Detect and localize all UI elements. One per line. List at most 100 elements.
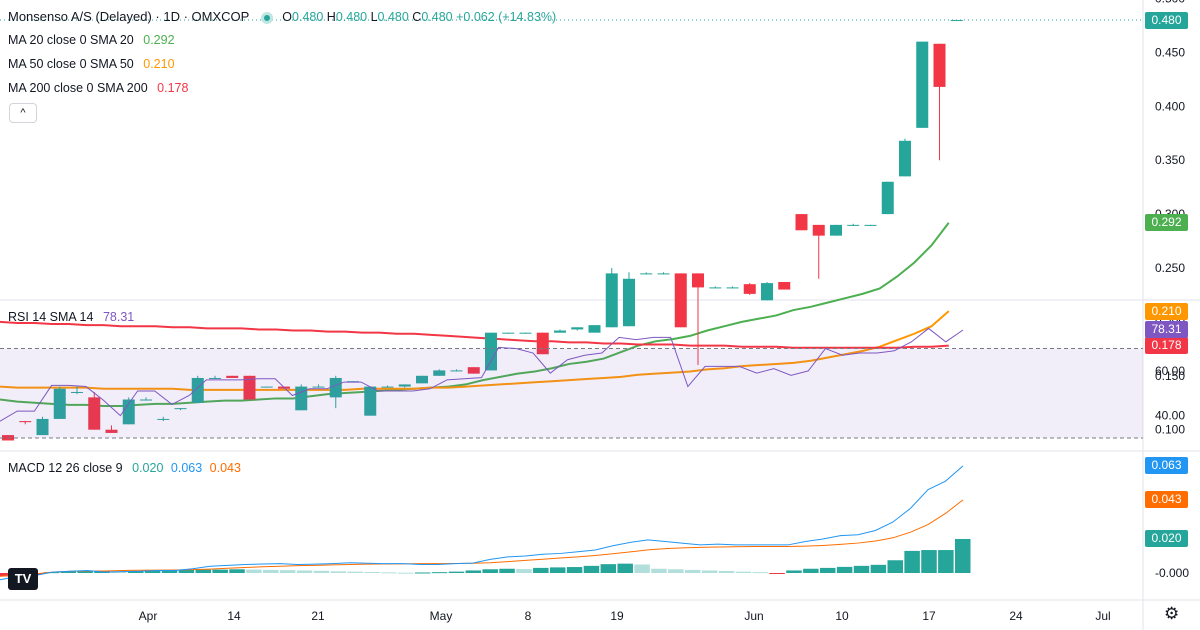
- candle-body: [381, 386, 394, 388]
- price-tick-label: 0.450: [1155, 45, 1185, 59]
- macd-histogram-bar: [870, 564, 887, 573]
- macd-histogram-bar: [904, 550, 920, 573]
- macd-histogram-bar: [347, 571, 363, 573]
- candle-body: [122, 399, 135, 425]
- candle-body: [53, 388, 66, 419]
- gear-icon[interactable]: ⚙: [1164, 604, 1180, 623]
- collapse-legend-button[interactable]: ^: [9, 103, 37, 123]
- time-tick-label: 17: [922, 609, 936, 623]
- macd-legend[interactable]: MACD 12 26 close 9 0.020 0.063 0.043: [8, 461, 241, 475]
- symbol-title[interactable]: Monsenso A/S (Delayed) · 1D · OMXCOP: [8, 9, 250, 24]
- macd-histogram-bar: [819, 567, 836, 573]
- candle-body: [933, 43, 946, 87]
- macd-line: [0, 465, 964, 581]
- candle-body: [191, 377, 204, 403]
- ma-line-ma200: [0, 320, 949, 349]
- macd-histogram-bar: [246, 569, 262, 573]
- ohlc-close-value: 0.480: [421, 10, 453, 24]
- candle-body: [899, 140, 911, 177]
- rsi-legend[interactable]: RSI 14 SMA 14 78.31: [8, 310, 134, 324]
- candle: [692, 273, 704, 366]
- macd-signal-value: 0.043: [209, 461, 241, 475]
- candle-body: [71, 391, 83, 393]
- ohlc-close-label: C: [412, 10, 422, 24]
- tradingview-logo[interactable]: TV: [8, 568, 38, 590]
- candle: [916, 41, 929, 128]
- signal-value-tag: 0.043: [1145, 491, 1188, 509]
- candle: [295, 384, 308, 411]
- candle-body: [398, 384, 411, 387]
- candle-body: [467, 367, 480, 374]
- candle-body: [519, 332, 532, 334]
- candle-body: [416, 375, 428, 384]
- candle: [640, 272, 653, 275]
- candle-body: [830, 224, 842, 236]
- ma50-label: MA 50 close 0 SMA 50: [8, 57, 134, 71]
- ohlc-high-label: H: [326, 10, 336, 24]
- candle-body: [726, 287, 739, 289]
- macd-histogram-bar: [60, 571, 77, 573]
- candle: [174, 408, 187, 411]
- candle: [105, 425, 118, 433]
- candle: [191, 375, 204, 403]
- rsi-band-fill: [0, 348, 1143, 438]
- candle-body: [226, 375, 239, 378]
- rsi-line: [0, 327, 964, 422]
- candle: [209, 375, 221, 380]
- candle-body: [743, 284, 756, 294]
- macd-histogram-bar: [431, 572, 448, 574]
- candle-body: [709, 287, 722, 289]
- macd-histogram-bar: [516, 569, 532, 573]
- candle: [933, 43, 946, 161]
- macd-histogram-bar: [195, 569, 212, 573]
- candle-body: [761, 283, 773, 301]
- change-value: +0.062 (+14.83%): [456, 10, 557, 24]
- candle-body: [502, 332, 515, 334]
- ma200-value: 0.178: [157, 81, 189, 95]
- candle: [674, 273, 687, 328]
- macd-histogram-bar: [499, 568, 515, 573]
- ma200-legend[interactable]: MA 200 close 0 SMA 200 0.178: [8, 81, 188, 95]
- candle: [571, 327, 584, 331]
- macd-histogram-bar: [549, 567, 566, 573]
- candle-body: [243, 375, 256, 400]
- candle-body: [674, 273, 687, 328]
- candle-body: [605, 273, 618, 328]
- macd-histogram-bar: [381, 572, 397, 574]
- candle: [381, 385, 394, 388]
- macd-histogram-bar: [296, 570, 313, 573]
- last-price-tag: 0.480: [1145, 11, 1188, 29]
- rsi-tick-label: 60.00: [1155, 364, 1185, 378]
- macd-signal-line: [0, 499, 964, 577]
- candle: [950, 20, 963, 22]
- macd-histogram-bar: [668, 569, 684, 573]
- candle-body: [847, 224, 860, 226]
- macd-hist-value: 0.020: [132, 461, 164, 475]
- ma-line-ma20: [0, 222, 950, 407]
- candle-body: [657, 273, 670, 275]
- ohlc-open-value: 0.480: [292, 10, 324, 24]
- macd-histogram-bar: [752, 572, 768, 574]
- ma50-legend[interactable]: MA 50 close 0 SMA 50 0.210: [8, 57, 175, 71]
- candle: [864, 224, 877, 226]
- candle-body: [554, 330, 566, 333]
- rsi-value: 78.31: [102, 310, 135, 324]
- candle: [329, 375, 342, 409]
- time-tick-label: Apr: [139, 609, 158, 623]
- candle-body: [812, 224, 825, 236]
- candle-body: [19, 421, 32, 423]
- candle: [53, 386, 66, 419]
- macd-line-value: 0.063: [170, 461, 203, 475]
- candle: [605, 268, 618, 328]
- candle: [260, 386, 273, 388]
- rsi-tick-label: 40.00: [1155, 409, 1185, 423]
- rsi-label: RSI 14 SMA 14: [8, 310, 94, 324]
- candle: [623, 272, 635, 327]
- candle-body: [950, 20, 963, 22]
- ma20-legend[interactable]: MA 20 close 0 SMA 20 0.292: [8, 33, 175, 47]
- macd-histogram-bar: [566, 567, 583, 573]
- candle-body: [588, 325, 601, 333]
- macd-histogram-bar: [448, 571, 465, 573]
- macd-histogram-bar: [887, 560, 903, 573]
